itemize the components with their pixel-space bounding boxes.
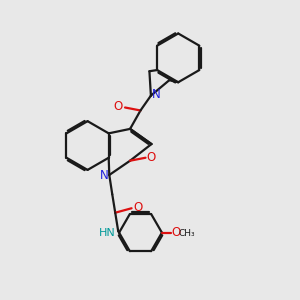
- Text: O: O: [133, 201, 142, 214]
- Text: O: O: [172, 226, 181, 239]
- Text: CH₃: CH₃: [179, 229, 196, 238]
- Text: O: O: [114, 100, 123, 113]
- Text: N: N: [100, 169, 108, 182]
- Text: HN: HN: [98, 228, 115, 238]
- Text: O: O: [147, 151, 156, 164]
- Text: N: N: [152, 88, 161, 100]
